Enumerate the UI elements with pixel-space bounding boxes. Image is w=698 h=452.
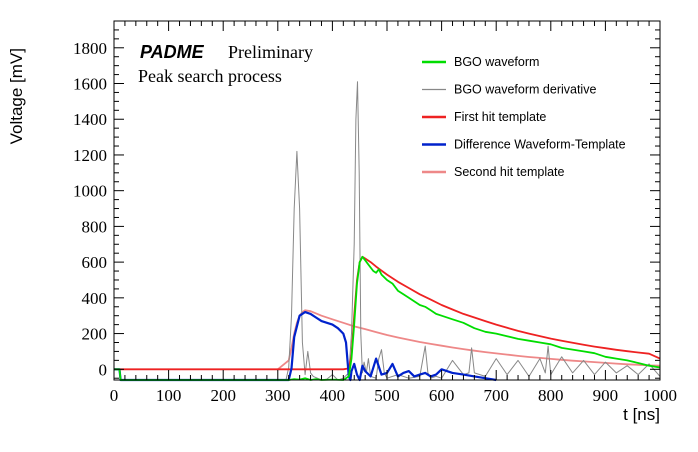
x-axis-label: t [ns] bbox=[623, 405, 660, 424]
series-line-0 bbox=[114, 255, 661, 381]
axis-ticks bbox=[113, 20, 661, 380]
x-tick-label: 100 bbox=[156, 386, 182, 405]
y-tick-label: 1800 bbox=[73, 39, 107, 58]
status-label: Preliminary bbox=[228, 42, 313, 62]
x-tick-label: 700 bbox=[483, 386, 509, 405]
y-tick-label: 1200 bbox=[73, 146, 107, 165]
legend-label: First hit template bbox=[454, 110, 546, 124]
y-tick-label: 1400 bbox=[73, 110, 107, 129]
y-tick-label: 1600 bbox=[73, 75, 107, 94]
legend-label: Second hit template bbox=[454, 165, 565, 179]
legend-label: BGO waveform bbox=[454, 55, 539, 69]
y-tick-label: 0 bbox=[99, 360, 108, 379]
x-tick-label: 300 bbox=[265, 386, 291, 405]
subtitle: Peak search process bbox=[138, 66, 282, 86]
series-layer bbox=[114, 81, 661, 382]
y-tick-label: 1000 bbox=[73, 182, 107, 201]
x-tick-label: 0 bbox=[110, 386, 119, 405]
x-tick-label: 900 bbox=[593, 386, 619, 405]
series-line-3 bbox=[114, 311, 497, 382]
x-tick-label: 800 bbox=[538, 386, 564, 405]
y-tick-label: 200 bbox=[82, 325, 108, 344]
x-tick-label: 600 bbox=[429, 386, 455, 405]
x-tick-label: 200 bbox=[210, 386, 236, 405]
legend: BGO waveform BGO waveform derivative First… bbox=[422, 55, 626, 179]
series-line-4 bbox=[277, 309, 661, 370]
y-axis-label: Voltage [mV] bbox=[7, 48, 26, 144]
axis-tick-labels: 0 100 200 300 400 500 600 700 800 900 1000 0 200 400 6… bbox=[73, 39, 677, 405]
y-tick-label: 400 bbox=[82, 289, 108, 308]
x-tick-label: 500 bbox=[374, 386, 400, 405]
x-tick-label: 400 bbox=[320, 386, 346, 405]
legend-label: Difference Waveform-Template bbox=[454, 138, 626, 152]
brand-label: PADME bbox=[140, 42, 205, 62]
x-tick-label: 1000 bbox=[643, 386, 677, 405]
y-tick-label: 800 bbox=[82, 217, 108, 236]
y-tick-label: 600 bbox=[82, 253, 108, 272]
legend-label: BGO waveform derivative bbox=[454, 83, 596, 97]
